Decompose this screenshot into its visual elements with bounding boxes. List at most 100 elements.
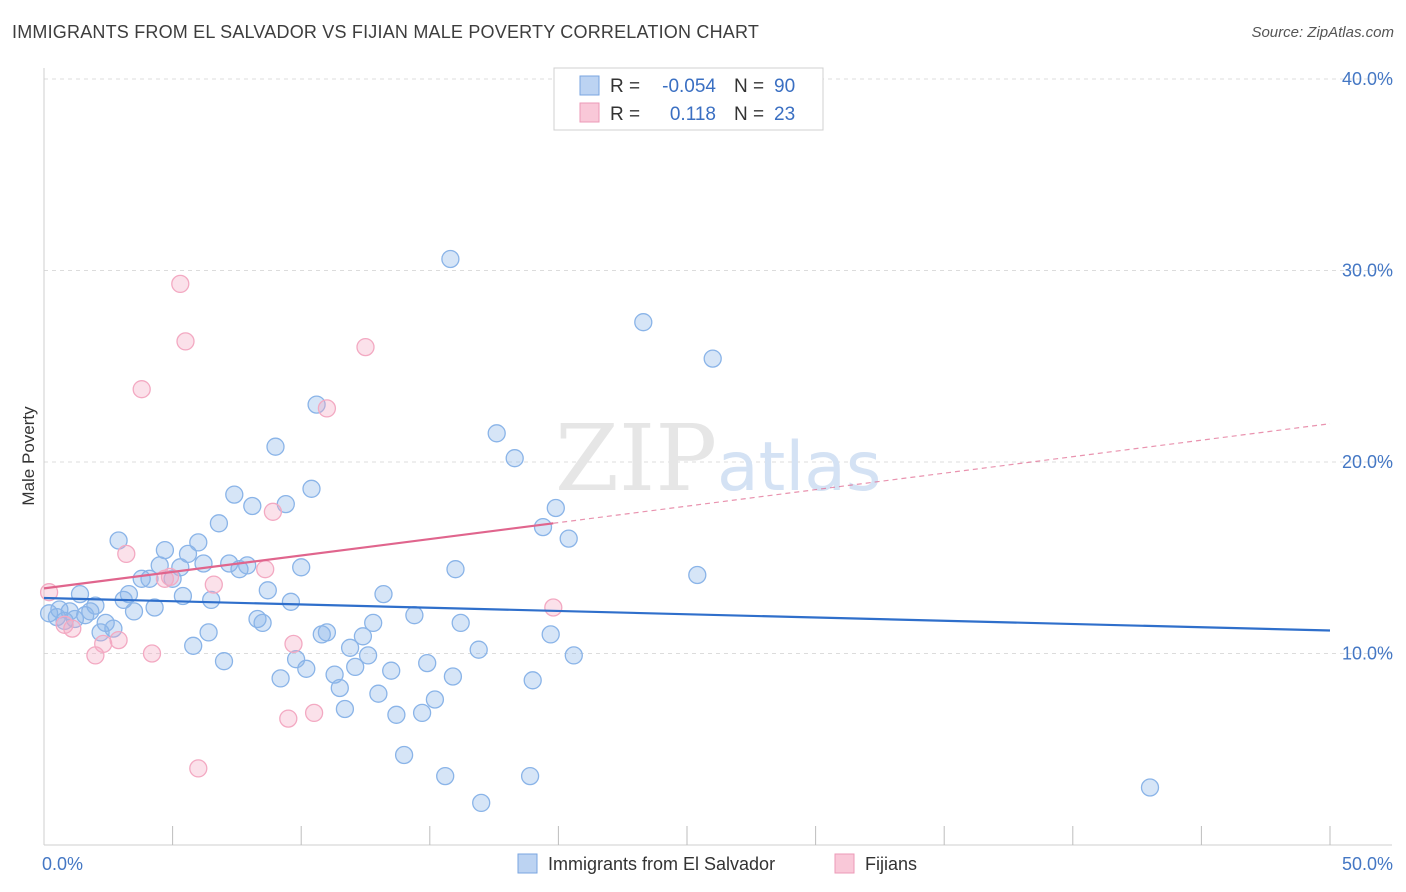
el-salvador-point-70 [443, 667, 463, 686]
y-tick-labels: 10.0% 20.0% 30.0% 40.0% [1342, 69, 1393, 664]
el-salvador-point-37 [243, 496, 262, 516]
el-salvador-point-58 [358, 646, 378, 665]
el-salvador-point-47 [297, 659, 316, 678]
trend-lines [43, 423, 1331, 632]
fijian-point-12 [189, 759, 208, 778]
el-salvador-point-81 [546, 498, 565, 518]
fijian-trend-line [43, 522, 554, 590]
fijian-point-4 [94, 634, 113, 654]
el-salvador-point-57 [353, 627, 373, 646]
series-el-salvador-points [39, 249, 1160, 813]
watermark: ZIP atlas [555, 405, 881, 512]
el-salvador-point-24 [173, 586, 193, 606]
legend-swatch-el-salvador [579, 75, 600, 96]
legend-n-value-1: 23 [774, 104, 795, 125]
el-salvador-point-46 [292, 558, 311, 577]
watermark-atlas: atlas [717, 428, 881, 507]
el-salvador-point-62 [382, 661, 401, 680]
legend-r-label-0: R = [610, 76, 640, 97]
el-salvador-point-51 [317, 623, 337, 642]
el-salvador-point-19 [145, 598, 164, 617]
x-tick-labels: 0.0% 50.0% [42, 854, 1393, 874]
fijian-trend-extension [553, 423, 1331, 524]
legend-r-value-0: -0.054 [662, 76, 716, 97]
el-salvador-point-78 [523, 671, 542, 690]
fijian-point-10 [171, 274, 190, 294]
el-salvador-point-69 [436, 766, 455, 786]
el-salvador-point-52 [325, 665, 344, 684]
el-salvador-point-44 [281, 592, 301, 611]
series-fijians-points [39, 274, 563, 778]
fijian-point-16 [279, 709, 298, 728]
el-salvador-point-39 [253, 613, 272, 633]
el-salvador-point-16 [124, 602, 144, 621]
fijian-point-20 [356, 337, 375, 357]
legend-swatch-fijians [579, 102, 600, 123]
el-salvador-point-60 [369, 684, 388, 703]
el-salvador-point-9 [86, 596, 105, 615]
legend: R = -0.054 N = 90 R = 0.118 N = 23 [553, 67, 824, 131]
el-salvador-point-61 [374, 584, 393, 604]
x-tick-label-1: 50.0% [1342, 854, 1393, 874]
el-salvador-point-59 [364, 613, 383, 633]
fijian-point-6 [117, 544, 136, 564]
el-salvador-point-74 [469, 640, 488, 659]
el-salvador-point-63 [387, 705, 406, 724]
el-salvador-point-27 [189, 533, 208, 552]
axes [43, 68, 1392, 846]
fijian-point-14 [256, 560, 275, 579]
el-salvador-point-72 [451, 613, 470, 633]
bottom-legend-swatch-fijians [834, 853, 855, 874]
el-salvador-point-53 [330, 678, 349, 698]
legend-n-label-1: N = [734, 104, 764, 125]
el-salvador-point-42 [271, 669, 290, 688]
fijian-point-2 [63, 619, 82, 638]
el-salvador-point-49 [307, 395, 326, 414]
fijian-point-5 [109, 630, 128, 650]
fijian-point-21 [544, 598, 563, 617]
fijian-point-17 [284, 634, 303, 654]
fijian-point-8 [142, 644, 162, 663]
el-salvador-point-12 [104, 619, 123, 638]
el-salvador-point-88 [1140, 778, 1160, 797]
bottom-legend-label-fijians: Fijians [865, 854, 917, 874]
el-salvador-point-32 [214, 652, 234, 671]
fijian-point-18 [304, 703, 324, 723]
legend-r-label-1: R = [610, 104, 640, 125]
y-tick-label-1: 20.0% [1342, 452, 1393, 472]
el-salvador-point-48 [302, 479, 321, 498]
el-salvador-point-41 [266, 437, 285, 456]
bottom-legend-swatch-el-salvador [517, 853, 538, 874]
el-salvador-point-80 [541, 625, 560, 644]
el-salvador-point-86 [688, 565, 707, 585]
fijian-point-15 [263, 502, 283, 521]
el-salvador-point-56 [346, 657, 365, 677]
watermark-zip: ZIP [555, 405, 717, 512]
el-salvador-point-66 [412, 703, 432, 723]
fijian-point-19 [317, 399, 337, 418]
y-axis-label: Male Poverty [19, 406, 38, 506]
el-salvador-point-34 [225, 485, 244, 504]
el-salvador-point-55 [340, 638, 360, 657]
y-tick-label-3: 40.0% [1342, 69, 1393, 89]
el-salvador-point-29 [199, 623, 218, 642]
el-salvador-point-30 [202, 590, 221, 610]
el-salvador-point-82 [559, 529, 578, 548]
source-label: Source: ZipAtlas.com [1251, 24, 1394, 41]
el-salvador-point-36 [238, 556, 257, 575]
legend-n-label-0: N = [734, 76, 764, 97]
el-salvador-point-65 [405, 606, 424, 625]
fijian-point-7 [132, 380, 151, 399]
el-salvador-point-25 [178, 544, 198, 564]
el-salvador-point-73 [441, 249, 460, 269]
el-salvador-point-85 [634, 313, 653, 332]
el-salvador-point-79 [533, 517, 553, 537]
el-salvador-point-8 [81, 602, 100, 621]
fijian-point-13 [204, 575, 223, 594]
legend-n-value-0: 90 [774, 76, 795, 97]
el-salvador-point-54 [335, 699, 355, 719]
el-salvador-point-87 [703, 349, 722, 368]
bottom-legend: Immigrants from El Salvador Fijians [517, 853, 917, 874]
el-salvador-point-76 [487, 424, 506, 443]
